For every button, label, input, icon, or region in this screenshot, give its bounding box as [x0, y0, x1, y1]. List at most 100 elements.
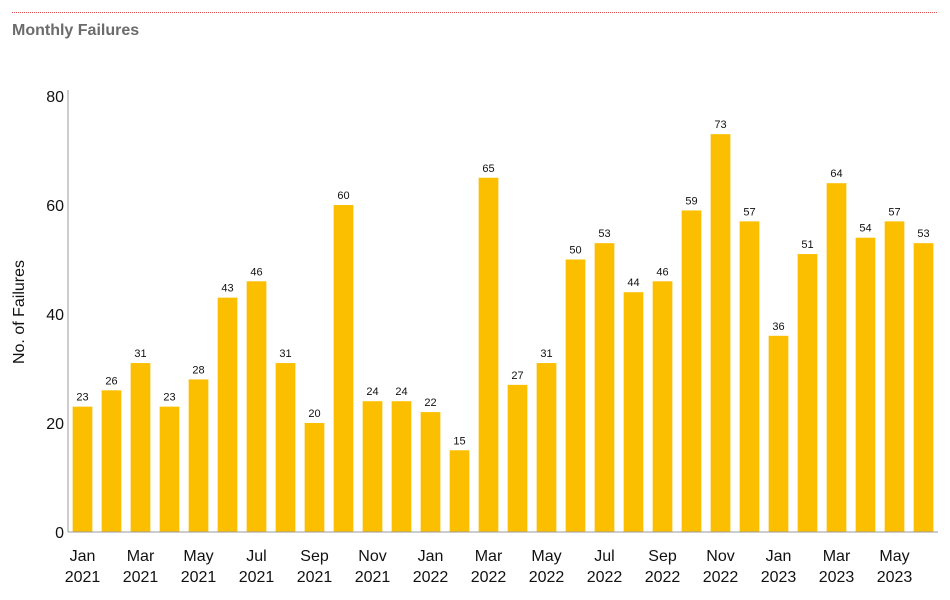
- data-label: 53: [917, 228, 929, 240]
- x-tick-year: 2021: [181, 569, 217, 586]
- x-tick-year: 2022: [587, 569, 623, 586]
- data-label: 51: [801, 239, 813, 251]
- data-label: 46: [250, 266, 262, 278]
- x-axis: Jan 2021 Mar 2021 May 2021 Jul 2021 Sep 2021 Nov 20…: [65, 531, 938, 586]
- y-tick-label: 0: [55, 525, 64, 542]
- data-label: 23: [76, 392, 88, 404]
- top-divider: [12, 12, 937, 13]
- bar: [420, 412, 441, 532]
- data-label: 65: [482, 163, 494, 175]
- bar: [797, 254, 818, 533]
- x-tick-year: 2022: [529, 569, 565, 586]
- x-tick-year: 2021: [297, 569, 333, 586]
- data-label: 57: [743, 206, 755, 218]
- x-tick-year: 2023: [819, 569, 855, 586]
- x-tick-year: 2022: [645, 569, 681, 586]
- x-tick-month: Mar: [823, 548, 851, 565]
- x-tick-year: 2023: [761, 569, 797, 586]
- bar: [101, 390, 122, 532]
- x-tick-year: 2022: [413, 569, 449, 586]
- x-tick-month: Jul: [594, 548, 614, 565]
- bar: [362, 401, 383, 532]
- x-tick-year: 2021: [239, 569, 275, 586]
- data-label: 26: [105, 375, 117, 387]
- data-label: 27: [511, 370, 523, 382]
- bar: [768, 335, 789, 532]
- bar: [913, 243, 934, 532]
- data-label: 24: [395, 386, 407, 398]
- data-label: 46: [656, 266, 668, 278]
- data-label: 20: [308, 408, 320, 420]
- data-label: 43: [221, 283, 233, 295]
- data-label: 24: [366, 386, 378, 398]
- data-label: 36: [772, 321, 784, 333]
- y-axis: 0 20 40 60 80: [46, 89, 69, 542]
- x-tick-year: 2022: [703, 569, 739, 586]
- data-label: 73: [714, 119, 726, 131]
- bar: [130, 363, 151, 532]
- data-label: 15: [453, 435, 465, 447]
- bars: [72, 134, 934, 533]
- bar: [594, 243, 615, 532]
- x-tick-year: 2021: [123, 569, 159, 586]
- data-label: 31: [134, 348, 146, 360]
- x-tick-year: 2023: [877, 569, 913, 586]
- x-tick-month: May: [531, 548, 561, 565]
- data-label: 54: [859, 223, 871, 235]
- data-label: 50: [569, 245, 581, 257]
- y-tick-label: 40: [46, 307, 64, 324]
- bar: [188, 379, 209, 532]
- bar: [391, 401, 412, 532]
- bar: [478, 177, 499, 532]
- bar: [739, 221, 760, 532]
- y-tick-label: 60: [46, 198, 64, 215]
- data-label: 60: [337, 190, 349, 202]
- bar: [652, 281, 673, 532]
- bar: [217, 297, 238, 532]
- x-tick-month: Mar: [475, 548, 503, 565]
- bar: [855, 237, 876, 532]
- data-label: 31: [540, 348, 552, 360]
- data-label: 22: [424, 397, 436, 409]
- bar: [275, 363, 296, 532]
- y-axis-title: No. of Failures: [11, 260, 28, 364]
- bar: [246, 281, 267, 532]
- x-tick-month: Jan: [70, 548, 96, 565]
- x-tick-month: Mar: [127, 548, 155, 565]
- y-tick-label: 80: [46, 89, 64, 106]
- x-tick-month: May: [879, 548, 909, 565]
- bar: [304, 423, 325, 532]
- data-label: 59: [685, 195, 697, 207]
- data-label: 53: [598, 228, 610, 240]
- x-tick-year: 2022: [471, 569, 507, 586]
- value-labels: 23 26 31 23 28 43 46 31 20 60 24 24 22 15 65 27 31 50 53 44…: [76, 119, 929, 447]
- bar: [710, 134, 731, 532]
- x-tick-month: Jan: [418, 548, 444, 565]
- bar: [681, 210, 702, 532]
- x-tick-year: 2021: [355, 569, 391, 586]
- bar: [536, 363, 557, 532]
- x-tick-year: 2021: [65, 569, 101, 586]
- x-tick-month: Jan: [766, 548, 792, 565]
- x-tick-month: Nov: [358, 548, 386, 565]
- data-label: 23: [163, 392, 175, 404]
- bar: [72, 406, 93, 532]
- bar: [623, 292, 644, 532]
- data-label: 44: [627, 277, 639, 289]
- bar: [159, 406, 180, 532]
- x-tick-month: Nov: [706, 548, 734, 565]
- bar: [449, 450, 470, 532]
- x-tick-month: Sep: [648, 548, 677, 565]
- data-label: 31: [279, 348, 291, 360]
- x-tick-month: Jul: [246, 548, 266, 565]
- data-label: 28: [192, 364, 204, 376]
- y-tick-label: 20: [46, 416, 64, 433]
- bar: [826, 183, 847, 532]
- bar: [507, 384, 528, 532]
- x-tick-month: Sep: [300, 548, 329, 565]
- bar: [884, 221, 905, 532]
- data-label: 64: [830, 168, 842, 180]
- bar: [333, 205, 354, 532]
- x-tick-month: May: [183, 548, 213, 565]
